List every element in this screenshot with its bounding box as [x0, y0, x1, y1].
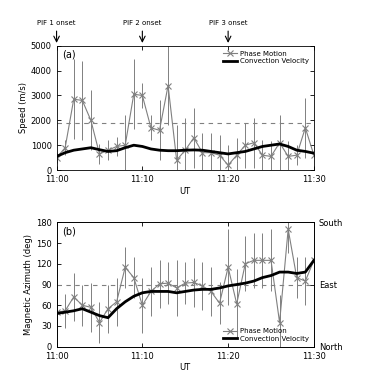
X-axis label: UT: UT: [180, 363, 191, 372]
Text: PIF 2 onset: PIF 2 onset: [123, 20, 162, 26]
Y-axis label: Speed (m/s): Speed (m/s): [19, 82, 28, 133]
Text: PIF 3 onset: PIF 3 onset: [209, 20, 247, 26]
Y-axis label: Magnetic Azimuth (deg): Magnetic Azimuth (deg): [24, 234, 33, 335]
Text: (b): (b): [62, 226, 76, 236]
X-axis label: UT: UT: [180, 187, 191, 196]
Legend: Phase Motion, Convection Velocity: Phase Motion, Convection Velocity: [222, 49, 310, 66]
Legend: Phase Motion, Convection Velocity: Phase Motion, Convection Velocity: [222, 327, 310, 343]
Text: PIF 1 onset: PIF 1 onset: [37, 20, 76, 26]
Text: (a): (a): [62, 50, 75, 59]
